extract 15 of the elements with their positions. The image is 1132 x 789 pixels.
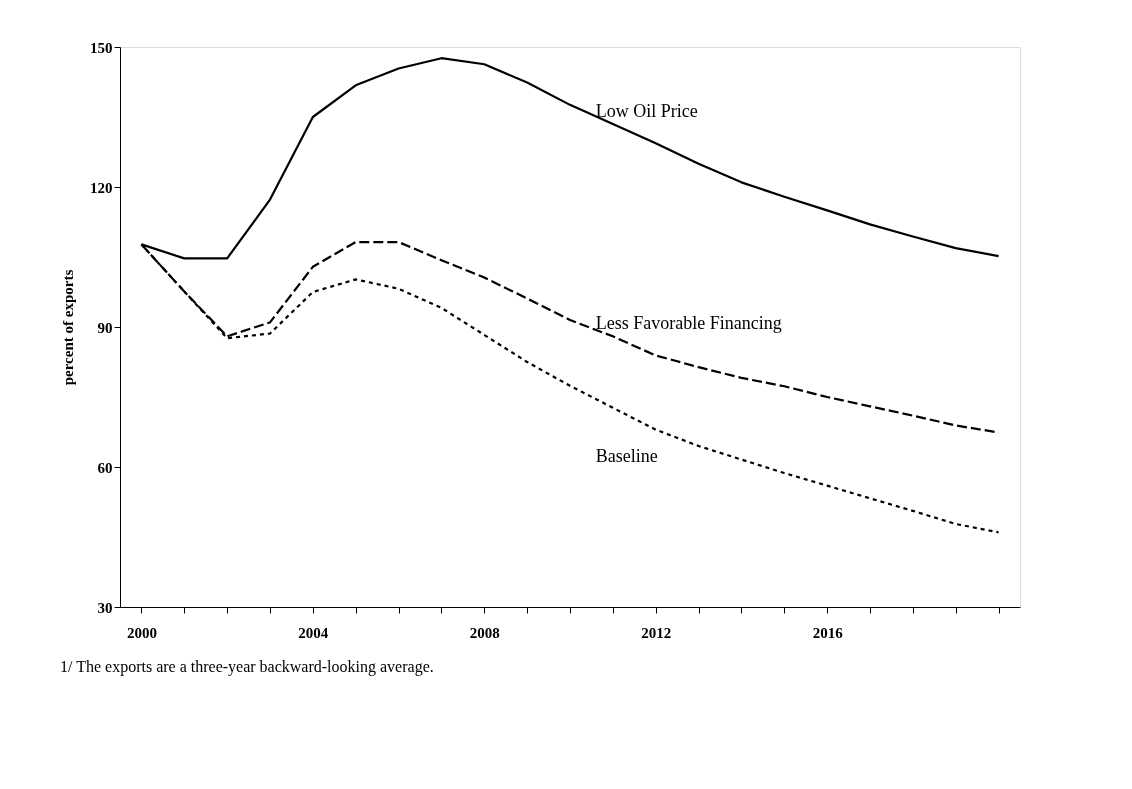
x-tick-label: 2012 (641, 624, 672, 641)
series-label: Low Oil Price (595, 101, 698, 122)
x-tick-label: 2008 (469, 624, 500, 641)
text: 1/ The exports are a three-year backward-looking average. (60, 658, 434, 676)
series-label: Less Favorable Financing (595, 313, 782, 334)
y-tick-label: 60 (97, 459, 113, 476)
y-axis-title: percent of exports (60, 269, 76, 386)
x-tick-label: 2016 (812, 624, 844, 641)
y-tick-label: 30 (97, 599, 113, 616)
y-tick-label: 150 (90, 39, 113, 56)
y-tick-label: 90 (97, 319, 113, 336)
x-tick-label: 2000 (126, 624, 157, 641)
x-tick-label: 2004 (298, 624, 329, 641)
y-tick-label: 120 (90, 179, 113, 196)
series-label: Baseline (595, 445, 658, 466)
